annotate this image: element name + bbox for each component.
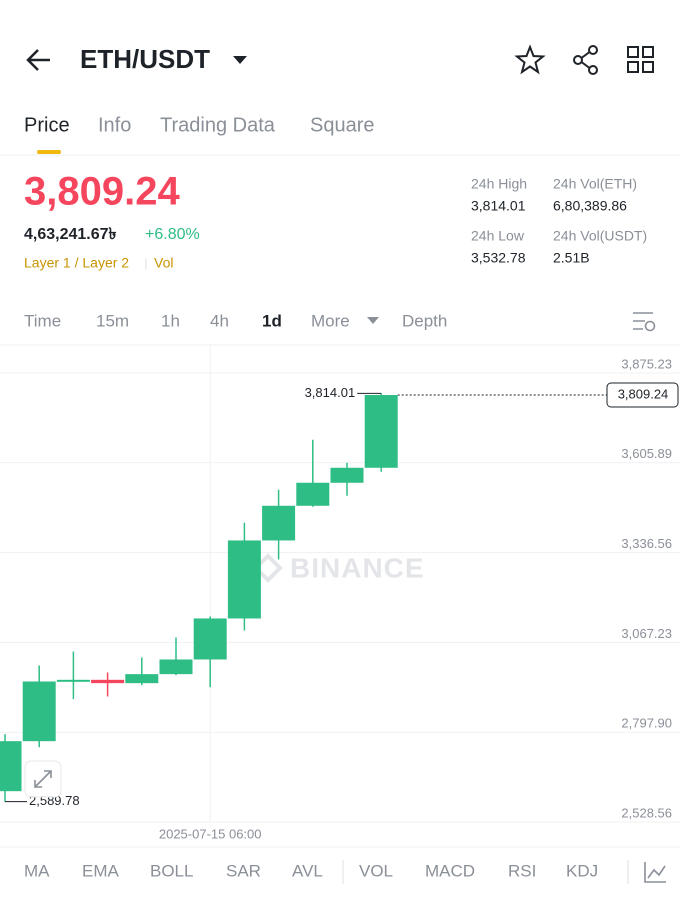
fiat-price: 4,63,241.67৳ xyxy=(24,226,117,243)
tab[interactable]: Info xyxy=(98,114,131,136)
last-price-box xyxy=(606,382,679,408)
back-button[interactable] xyxy=(26,49,50,71)
tab-active[interactable]: Price xyxy=(24,114,70,136)
stat-label: 24h Vol(USDT) xyxy=(553,228,647,244)
indicator[interactable]: RSI xyxy=(508,861,536,880)
indicator[interactable]: MA xyxy=(24,861,50,880)
candle-body xyxy=(22,681,56,742)
indicator[interactable]: MACD xyxy=(425,861,475,880)
candle-body xyxy=(262,505,296,541)
indicator[interactable]: SAR xyxy=(226,861,261,880)
candle-body xyxy=(227,540,261,619)
price-change: +6.80% xyxy=(145,226,200,243)
tab[interactable]: Square xyxy=(310,114,375,136)
y-tick-label: 3,875.23 xyxy=(621,356,672,371)
indicator[interactable]: EMA xyxy=(82,861,120,880)
timeframe[interactable]: 15m xyxy=(96,311,129,330)
layout-icon[interactable] xyxy=(627,46,654,73)
candle-body xyxy=(159,659,193,675)
candle-body xyxy=(0,741,22,792)
candle-body xyxy=(125,674,159,684)
stat-value: 3,532.78 xyxy=(471,250,526,266)
candle-body xyxy=(296,482,330,506)
candlestick-chart: BINANCE 3,875.23 3,605.89 3,336.56 3,067.23 2… xyxy=(0,345,680,841)
high-label: 3,814.01 xyxy=(305,385,356,400)
candle-body xyxy=(364,395,398,468)
candle-body xyxy=(91,679,125,684)
indicator[interactable]: KDJ xyxy=(566,861,598,880)
y-tick-label: 3,336.56 xyxy=(621,536,672,551)
x-tick-label: 2025-07-15 06:00 xyxy=(159,826,262,841)
stat-value: 6,80,389.86 xyxy=(553,198,627,214)
timeframe[interactable]: 4h xyxy=(210,311,229,330)
candle-body xyxy=(193,618,227,660)
stat-label: 24h High xyxy=(471,176,527,192)
timeframe-more[interactable]: More xyxy=(311,311,350,330)
stat-value: 3,814.01 xyxy=(471,198,526,214)
y-tick-label: 3,067.23 xyxy=(621,626,672,641)
y-tick-label: 2,797.90 xyxy=(621,716,672,731)
stat-label: 24h Vol(ETH) xyxy=(553,176,637,192)
timeframe[interactable]: Time xyxy=(24,311,61,330)
chart-settings-icon[interactable] xyxy=(633,312,656,332)
more-dropdown[interactable] xyxy=(367,317,379,324)
candle-body xyxy=(330,467,364,483)
share-icon[interactable] xyxy=(573,45,598,75)
indicator[interactable]: AVL xyxy=(292,861,323,880)
pair-dropdown[interactable] xyxy=(233,56,247,64)
tag[interactable]: Layer 1 / Layer 2 xyxy=(24,255,129,271)
candle-body xyxy=(56,679,90,682)
y-tick-label: 3,605.89 xyxy=(621,446,672,461)
tag[interactable]: Vol xyxy=(154,255,173,271)
indicator[interactable]: BOLL xyxy=(150,861,193,880)
indicator-settings-icon[interactable] xyxy=(644,862,666,883)
timeframe[interactable]: 1h xyxy=(161,311,180,330)
y-tick-label: 2,528.56 xyxy=(621,805,672,820)
tab[interactable]: Trading Data xyxy=(160,114,276,136)
last-price: 3,809.24 xyxy=(24,170,180,214)
tab-indicator xyxy=(37,150,61,154)
stat-value: 2.51B xyxy=(553,250,590,266)
favorite-icon[interactable] xyxy=(514,44,546,75)
last-price-label: 3,809.24 xyxy=(618,386,669,401)
depth-tab[interactable]: Depth xyxy=(402,311,447,330)
pair-title[interactable]: ETH/USDT xyxy=(80,44,210,74)
indicator[interactable]: VOL xyxy=(359,861,393,880)
expand-button[interactable] xyxy=(24,760,62,798)
watermark: BINANCE xyxy=(290,552,425,583)
timeframe-active[interactable]: 1d xyxy=(262,311,282,330)
stat-label: 24h Low xyxy=(471,228,525,244)
